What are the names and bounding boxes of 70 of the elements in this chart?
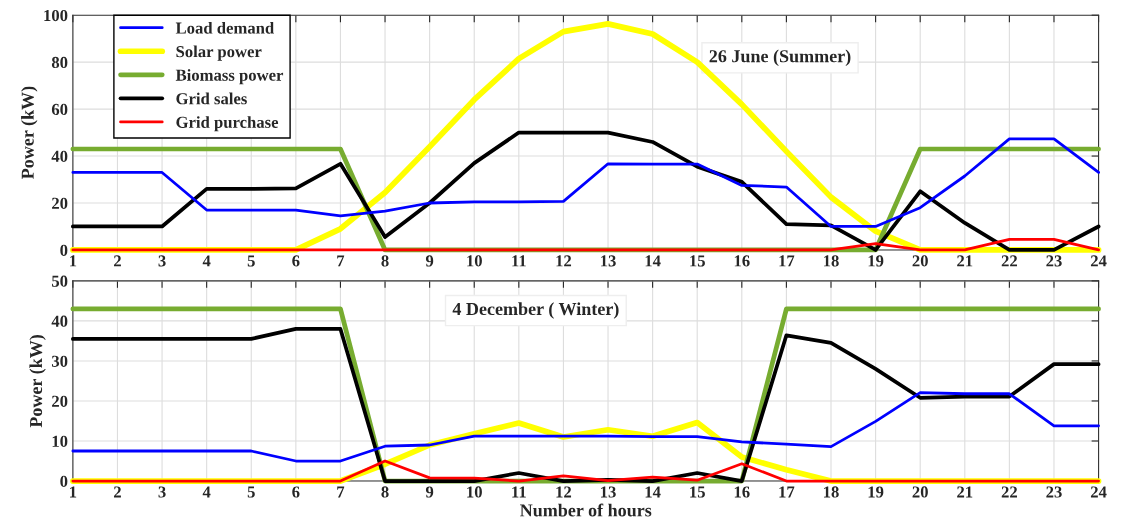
- y-tick-label: 40: [51, 315, 68, 327]
- x-tick-label: 13: [601, 255, 616, 267]
- x-tick-label: 6: [292, 486, 300, 498]
- x-tick-label: 7: [337, 486, 345, 498]
- x-tick-label: 24: [1090, 486, 1107, 498]
- x-tick-label: 15: [690, 486, 705, 498]
- x-tick-label: 9: [425, 255, 434, 267]
- x-tick-label: 17: [779, 255, 795, 267]
- x-tick-label: 21: [957, 486, 973, 498]
- y-tick-label: 0: [60, 475, 68, 487]
- x-tick-label: 17: [779, 486, 795, 498]
- x-tick-label: 22: [1001, 486, 1017, 498]
- x-tick-label: 3: [158, 486, 166, 498]
- x-tick-label: 2: [114, 255, 121, 267]
- x-tick-label: 21: [957, 255, 973, 267]
- annotation: 26 June (Summer): [709, 49, 851, 66]
- x-tick-label: 1: [70, 486, 77, 498]
- x-tick-label: 8: [381, 255, 389, 267]
- x-tick-label: 1: [70, 255, 77, 267]
- y-tick-label: 20: [52, 197, 68, 209]
- x-tick-label: 11: [512, 486, 526, 498]
- x-tick-label: 16: [734, 486, 750, 498]
- x-axis-title: Number of hours: [520, 503, 652, 517]
- x-tick-label: 19: [868, 486, 884, 498]
- x-tick-label: 11: [512, 255, 526, 267]
- x-tick-label: 7: [337, 255, 345, 267]
- x-tick-label: 6: [292, 255, 300, 267]
- y-tick-label: 60: [51, 103, 68, 116]
- x-tick-label: 22: [1001, 255, 1017, 267]
- x-tick-label: 19: [868, 255, 884, 267]
- x-tick-label: 20: [912, 486, 928, 498]
- x-tick-label: 23: [1046, 255, 1062, 267]
- legend-label: Solar power: [176, 45, 262, 61]
- y-tick-label: 100: [44, 9, 68, 22]
- y-tick-label: 80: [51, 56, 68, 69]
- y-tick-label: 0: [60, 244, 68, 256]
- x-tick-label: 3: [158, 255, 166, 267]
- x-tick-label: 12: [556, 486, 572, 498]
- x-tick-label: 4: [202, 486, 211, 498]
- x-tick-label: 14: [645, 255, 661, 267]
- y-axis-title: Power (kW): [21, 86, 38, 179]
- legend-label: Grid sales: [176, 92, 247, 105]
- x-tick-label: 2: [114, 486, 121, 498]
- y-axis-title: Power (kW): [29, 335, 46, 428]
- x-tick-label: 12: [556, 255, 572, 267]
- y-tick-label: 40: [51, 150, 68, 162]
- x-tick-label: 18: [824, 255, 839, 267]
- x-tick-label: 8: [381, 486, 389, 498]
- x-tick-label: 23: [1046, 486, 1062, 498]
- legend-label: Load demand: [175, 21, 275, 34]
- x-tick-label: 20: [912, 255, 928, 267]
- x-tick-label: 13: [601, 486, 616, 498]
- x-tick-label: 14: [645, 486, 661, 498]
- legend-label: Grid purchase: [176, 116, 279, 132]
- x-tick-label: 5: [247, 255, 255, 267]
- x-tick-label: 10: [467, 486, 482, 498]
- x-tick-label: 10: [467, 255, 482, 267]
- x-tick-label: 5: [247, 486, 255, 498]
- x-tick-label: 4: [202, 255, 211, 267]
- x-tick-label: 9: [425, 486, 434, 498]
- legend-label: Biomass power: [175, 69, 284, 85]
- x-tick-label: 16: [734, 255, 750, 267]
- annotation: 4 December ( Winter): [452, 302, 619, 319]
- x-tick-label: 18: [824, 486, 839, 498]
- y-tick-label: 50: [52, 275, 68, 287]
- y-tick-label: 30: [51, 355, 68, 367]
- y-tick-label: 10: [52, 435, 68, 447]
- x-tick-label: 24: [1090, 255, 1107, 267]
- y-tick-label: 20: [52, 395, 68, 407]
- x-tick-label: 15: [690, 255, 705, 267]
